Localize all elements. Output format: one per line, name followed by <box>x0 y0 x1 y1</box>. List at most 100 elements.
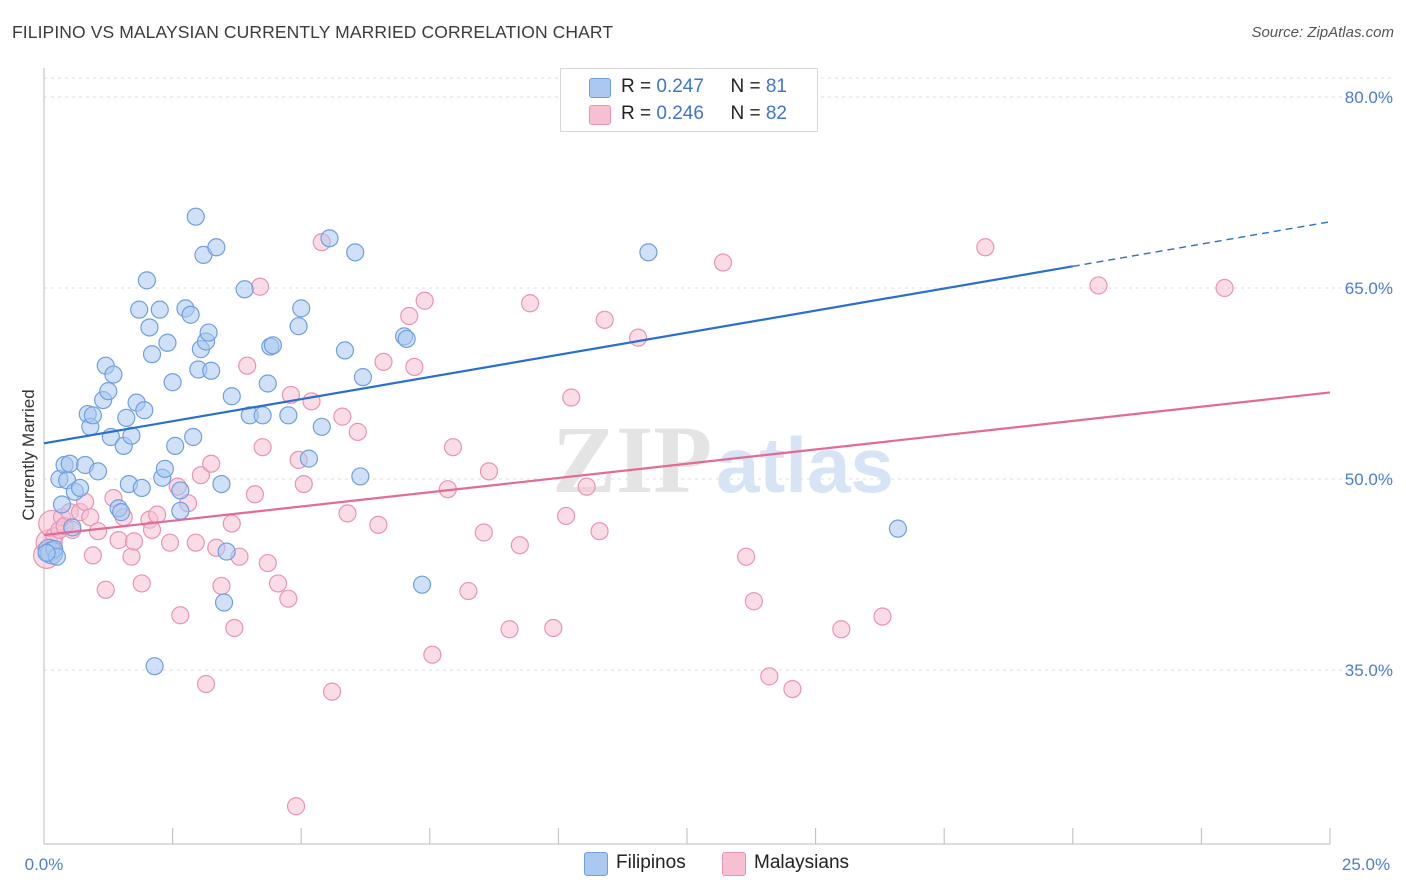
malaysians-point <box>160 533 180 552</box>
filipinos-point <box>52 495 72 514</box>
filipinos-point <box>135 401 154 420</box>
malaysians-point <box>595 310 614 329</box>
malaysians-point <box>783 679 802 699</box>
x-tick-label: 0.0% <box>25 855 64 874</box>
malaysians-point <box>338 504 357 523</box>
legend-n-value: 82 <box>765 103 787 124</box>
malaysians-point <box>423 645 442 664</box>
axes <box>43 68 1331 845</box>
malaysians-point <box>562 388 581 407</box>
malaysians-point <box>348 422 367 441</box>
malaysians-point <box>544 618 563 638</box>
filipinos-point <box>212 474 231 494</box>
malaysians-point <box>713 253 733 272</box>
watermark: ZIP atlas <box>552 406 894 513</box>
filipinos-point <box>163 373 182 392</box>
malaysians-point <box>294 474 313 494</box>
malaysians-point <box>212 576 231 596</box>
y-tick-label: 50.0% <box>1345 470 1393 489</box>
malaysians-point <box>96 580 115 599</box>
legend-n-value: 81 <box>765 76 787 97</box>
malaysians-point <box>238 356 257 375</box>
filipinos-point <box>263 336 283 355</box>
filipinos-point <box>171 501 190 520</box>
malaysians-point <box>510 536 529 555</box>
filipinos-point <box>150 300 169 319</box>
malaysians-point <box>196 674 216 694</box>
malaysians-point <box>268 574 288 593</box>
filipinos-point <box>353 368 373 387</box>
chart-title: FILIPINO VS MALAYSIAN CURRENTLY MARRIED … <box>12 22 614 42</box>
malaysians-point <box>83 546 102 565</box>
filipinos-point <box>312 417 331 436</box>
legend-n-label: N = <box>730 76 766 97</box>
filipinos-point <box>397 329 416 349</box>
filipinos-point <box>155 459 174 478</box>
filipinos-point <box>132 478 151 498</box>
malaysians-point <box>333 407 352 426</box>
filipinos-point <box>258 374 277 393</box>
filipinos-point <box>184 427 203 447</box>
bottom-legend-label: Malaysians <box>754 852 850 873</box>
malaysians-point <box>222 514 241 533</box>
filipinos-point <box>142 345 162 364</box>
malaysians-point <box>124 532 144 551</box>
malaysians-point <box>186 533 205 552</box>
filipinos-point <box>158 333 177 352</box>
malaysians-point <box>415 291 434 310</box>
tick-labels: 35.0% 50.0% 65.0% 80.0% 0.0% 25.0% <box>25 88 1393 874</box>
filipinos-point <box>186 207 205 226</box>
filipinos-point <box>104 365 123 384</box>
malaysians-point <box>873 607 892 626</box>
legend-r-label: R = <box>621 103 657 124</box>
legend-swatch-blue <box>589 78 611 98</box>
malaysians-point <box>405 357 424 377</box>
legend-r-label: R = <box>621 76 657 97</box>
filipinos-point <box>145 657 164 676</box>
malaysians-point <box>122 547 141 566</box>
watermark-zip: ZIP <box>552 406 712 513</box>
malaysians-point <box>191 466 210 485</box>
malaysians-point <box>258 553 277 573</box>
legend-text: R = 0.246 N = 82 <box>621 103 787 125</box>
filipinos-point <box>253 406 272 425</box>
filipinos-point <box>140 318 159 337</box>
malaysians-point <box>279 589 298 608</box>
filipinos-point <box>117 408 136 427</box>
malaysians-trend-line <box>43 391 1331 537</box>
legend-r-value: 0.246 <box>656 103 704 124</box>
filipinos-point <box>202 361 221 380</box>
malaysians-point <box>577 477 596 496</box>
filipinos-point <box>137 271 156 290</box>
filipinos-point <box>130 300 149 319</box>
malaysians-point <box>225 618 244 638</box>
x-tick-label: 25.0% <box>1342 855 1390 874</box>
filipinos-point <box>37 543 56 562</box>
legend-text: R = 0.247 N = 81 <box>621 76 787 98</box>
filipinos-point <box>351 467 370 486</box>
y-tick-label: 35.0% <box>1345 661 1393 680</box>
filipinos-point <box>346 243 365 262</box>
filipinos-point <box>292 299 311 318</box>
filipinos-point <box>88 462 108 481</box>
malaysians-point <box>976 238 995 257</box>
filipinos-point <box>166 436 185 455</box>
filipinos-points <box>37 207 908 676</box>
malaysians-point <box>148 505 167 524</box>
malaysians-point <box>132 574 151 593</box>
y-tick-label: 65.0% <box>1345 279 1393 298</box>
filipinos-trend-line <box>43 265 1073 445</box>
legend: R = 0.247 N = 81 R = 0.246 N = 82 <box>560 68 818 132</box>
malaysians-point <box>253 438 272 457</box>
filipinos-point <box>112 503 131 522</box>
filipinos-trend-extension <box>1072 221 1331 268</box>
filipinos-point <box>289 317 308 336</box>
filipinos-point <box>279 406 298 425</box>
malaysians-point <box>744 592 763 611</box>
filipinos-point <box>235 280 254 299</box>
malaysians-point <box>202 454 221 473</box>
filipinos-point <box>60 454 79 473</box>
malaysians-point <box>832 620 851 639</box>
malaysians-point <box>81 508 100 527</box>
